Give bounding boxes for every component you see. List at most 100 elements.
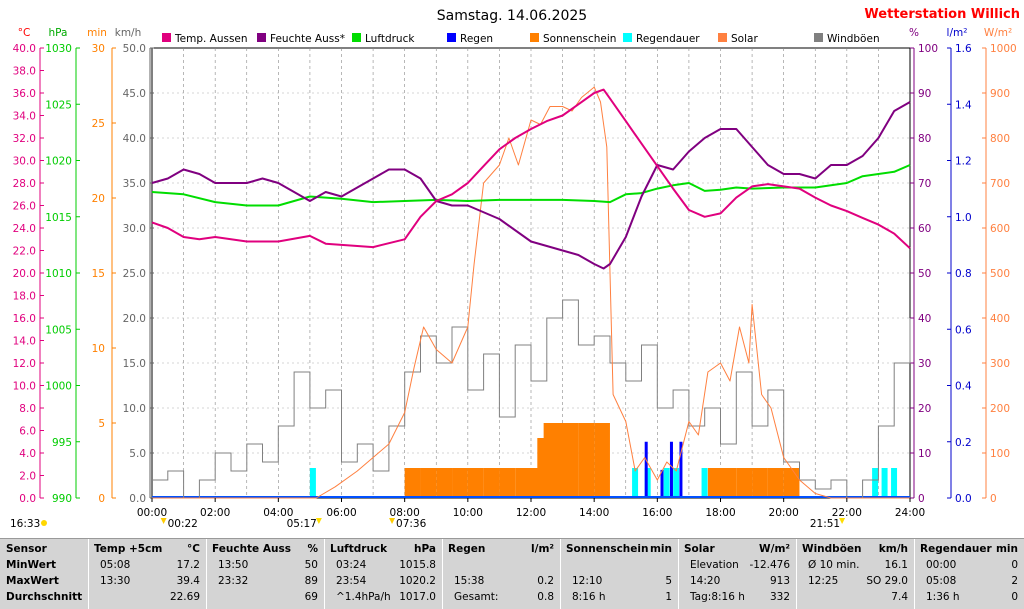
- tick-label-temp_c: 24.0: [13, 223, 36, 235]
- tick-label-humidity_pct: 0: [918, 493, 925, 505]
- tick-label-pressure_hpa: 1015: [45, 212, 72, 224]
- x-tick-label: 02:00: [200, 507, 230, 519]
- tick-label-humidity_pct: 50: [918, 268, 931, 280]
- tick-label-temp_c: 38.0: [13, 66, 36, 78]
- axis-unit: l/m²: [947, 27, 968, 39]
- stats-cell-value: 0.2: [537, 575, 554, 587]
- day-length-label: 16:33: [10, 518, 40, 530]
- axis-unit: min: [87, 27, 107, 39]
- stats-cell-value: 2: [1011, 575, 1018, 587]
- stats-column: Luftdruck hPa 03:24 1015.8 23:54 1020.2 ^1.4hP…: [324, 539, 443, 609]
- x-tick-label: 10:00: [453, 507, 483, 519]
- tick-label-rain_lm2: 1.0: [955, 212, 972, 224]
- legend: Temp. Aussen Feuchte Auss* Luftdruck Regen S…: [162, 33, 880, 45]
- tick-label-temp_c: 34.0: [13, 111, 36, 123]
- tick-label-temp_c: 32.0: [13, 133, 36, 145]
- stats-column: Sonnenschein min 12:10 5 8:16 h 1: [560, 539, 679, 609]
- sunrise-time-label: 05:17: [287, 518, 317, 530]
- tick-label-wind_kmh: 10.0: [123, 403, 146, 415]
- stats-cell-time: 14:20: [690, 575, 721, 587]
- tick-label-pressure_hpa: 1000: [45, 381, 72, 393]
- stats-cell-time: 12:10: [572, 575, 603, 587]
- stats-cell-time: ^1.4hPa/h: [336, 591, 391, 603]
- bar-sonnenschein: [515, 468, 531, 498]
- tick-label-sun_min: 15: [92, 268, 105, 280]
- stats-column-title: Feuchte Auss: [212, 543, 291, 555]
- axis-units: °C hPa min km/h% l/m² W/m²: [18, 27, 1012, 39]
- x-tick-label: 24:00: [895, 507, 925, 519]
- axis-unit: hPa: [49, 27, 68, 39]
- tick-label-temp_c: 26.0: [13, 201, 36, 213]
- tick-label-humidity_pct: 60: [918, 223, 931, 235]
- tick-label-pressure_hpa: 1005: [45, 324, 72, 336]
- tick-label-pressure_hpa: 990: [52, 493, 72, 505]
- tick-label-pressure_hpa: 1020: [45, 156, 72, 168]
- sun-icon: [41, 520, 47, 526]
- stats-cell-value: 69: [304, 591, 318, 603]
- tick-label-solar_wm2: 800: [990, 133, 1010, 145]
- sun-markers: 16:33 00:22 05:17 07:36 21:51: [10, 518, 846, 530]
- tick-label-wind_kmh: 45.0: [123, 88, 146, 100]
- series-line-solar: [152, 86, 910, 499]
- bar-sonnenschein: [549, 423, 566, 498]
- stats-column: Feuchte Auss% 13:50 50 23:32 89 69: [206, 539, 325, 609]
- stats-cell-time: 05:08: [100, 559, 131, 571]
- tick-label-humidity_pct: 30: [918, 358, 931, 370]
- tick-label-temp_c: 22.0: [13, 246, 36, 258]
- bar-regen: [660, 469, 664, 498]
- stats-column-unit: W/m²: [759, 543, 790, 555]
- stats-column-unit: hPa: [414, 543, 436, 555]
- tick-label-wind_kmh: 40.0: [123, 133, 146, 145]
- x-tick-label: 20:00: [769, 507, 799, 519]
- stats-column-title: Windböen: [802, 543, 862, 555]
- stats-column: Regen l/m² 15:38 0.2 Gesamt: 0.8: [442, 539, 561, 609]
- tick-label-wind_kmh: 50.0: [123, 43, 146, 55]
- stats-column: Regendauer min 00:00 0 05:08 2 1:36 h 0: [914, 539, 1024, 609]
- legend-swatch: [162, 33, 171, 42]
- tick-label-temp_c: 2.0: [19, 471, 36, 483]
- axis-unit: %: [909, 27, 919, 39]
- sunset-marker-icon: [839, 518, 846, 524]
- station-name: Wetterstation Willich: [864, 7, 1020, 22]
- stats-cell-time: Gesamt:: [454, 591, 499, 603]
- tick-label-humidity_pct: 40: [918, 313, 931, 325]
- stats-cell-value: 89: [304, 575, 318, 587]
- x-tick-label: 08:00: [390, 507, 420, 519]
- row-label-min: MinWert: [6, 559, 57, 571]
- bar-regendauer: [309, 468, 316, 498]
- stats-column-unit: km/h: [878, 543, 908, 555]
- stats-cell-value: 1: [665, 591, 672, 603]
- series-line-windboeen: [152, 299, 911, 499]
- legend-label: Feuchte Auss*: [270, 33, 345, 45]
- stats-cell-value: 16.1: [884, 559, 908, 571]
- legend-label: Temp. Aussen: [174, 33, 248, 45]
- sunset-time-label: 21:51: [810, 518, 840, 530]
- tick-label-rain_lm2: 1.4: [955, 99, 972, 111]
- legend-label: Solar: [731, 33, 758, 45]
- bar-regendauer: [891, 468, 898, 498]
- bar-regen: [669, 441, 673, 498]
- bar-regendauer: [872, 468, 879, 498]
- bar-sonnenschein: [499, 468, 516, 498]
- legend-swatch: [352, 33, 361, 42]
- stats-cell-value: 1020.2: [399, 575, 436, 587]
- tick-label-solar_wm2: 1000: [990, 43, 1017, 55]
- tick-label-humidity_pct: 100: [918, 43, 938, 55]
- tick-label-temp_c: 10.0: [13, 381, 36, 393]
- stats-cell-value: 7.4: [891, 591, 908, 603]
- tick-label-solar_wm2: 600: [990, 223, 1010, 235]
- tick-label-sun_min: 30: [92, 43, 105, 55]
- legend-label: Regen: [460, 33, 493, 45]
- tick-label-solar_wm2: 700: [990, 178, 1010, 190]
- stats-column-unit: l/m²: [531, 543, 554, 555]
- x-tick-label: 06:00: [326, 507, 356, 519]
- bar-sonnenschein: [452, 468, 468, 498]
- tick-label-temp_c: 12.0: [13, 358, 36, 370]
- tick-label-solar_wm2: 200: [990, 403, 1010, 415]
- x-tick-label: 14:00: [579, 507, 609, 519]
- tick-label-pressure_hpa: 1025: [45, 99, 72, 111]
- stats-cell-value: 22.69: [169, 591, 200, 603]
- bar-series: [152, 423, 910, 498]
- tick-label-temp_c: 4.0: [19, 448, 36, 460]
- bar-sonnenschein: [767, 468, 784, 498]
